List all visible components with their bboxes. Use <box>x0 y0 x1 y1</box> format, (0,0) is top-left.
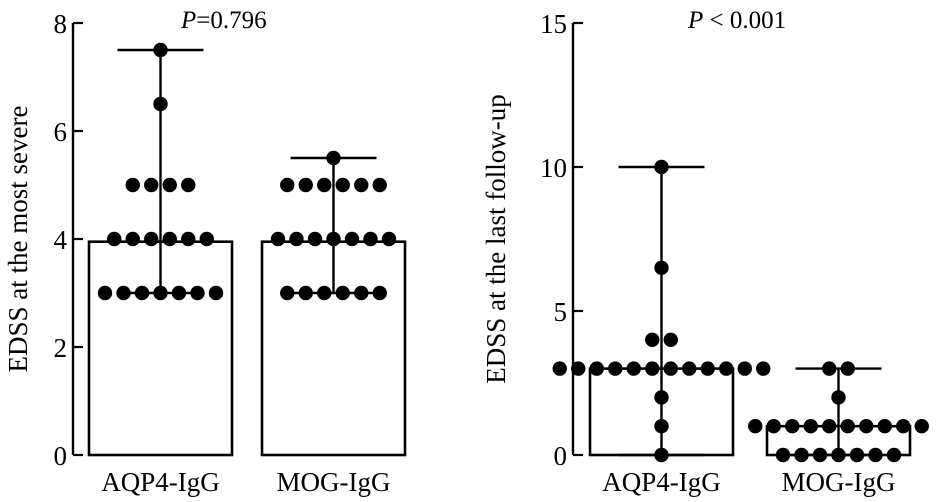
y-tick-label: 2 <box>54 333 68 363</box>
chart-panel-2: 0 5 10 15 EDSS at the last follow-up P < 0.00… <box>481 7 929 497</box>
y-axis-label: EDSS at the last follow-up <box>481 94 511 383</box>
x-category-label: AQP4-IgG <box>101 467 220 497</box>
data-point <box>171 285 187 301</box>
data-point <box>372 177 387 193</box>
data-point <box>737 361 752 376</box>
data-point <box>298 177 313 193</box>
data-point <box>153 42 168 58</box>
data-point <box>116 285 131 301</box>
data-point <box>307 231 323 247</box>
data-point <box>831 390 846 405</box>
chart-panel-1: 0 2 4 6 8 EDSS at the most severe P=0.796 AQP4-… <box>3 7 407 497</box>
data-point <box>849 447 865 463</box>
y-axis-label: EDSS at the most severe <box>3 106 33 373</box>
data-point <box>363 231 378 247</box>
data-point <box>153 285 168 301</box>
data-point <box>144 177 159 193</box>
data-point <box>914 419 929 434</box>
p-value-annotation: P < 0.001 <box>687 7 786 34</box>
data-point <box>785 419 800 434</box>
y-tick-label: 15 <box>540 9 567 39</box>
data-point <box>270 231 286 247</box>
data-point <box>766 419 781 434</box>
data-point <box>153 96 168 112</box>
data-point <box>162 177 177 193</box>
data-point <box>552 361 567 376</box>
x-category-label: MOG-IgG <box>277 467 391 497</box>
p-value-annotation: P=0.796 <box>180 7 267 34</box>
data-point <box>335 285 350 301</box>
data-point <box>719 361 734 376</box>
data-point <box>822 361 837 376</box>
data-point <box>354 177 369 193</box>
data-point <box>344 231 360 247</box>
data-point <box>831 447 846 463</box>
data-point <box>877 419 892 434</box>
data-point <box>280 285 295 301</box>
x-category-label: MOG-IgG <box>782 467 896 497</box>
data-point <box>97 285 113 301</box>
data-point <box>125 231 140 247</box>
data-point <box>626 361 641 376</box>
data-point <box>181 177 196 193</box>
data-point <box>162 231 177 247</box>
data-point <box>840 419 855 434</box>
data-point <box>589 361 604 376</box>
data-point <box>190 285 205 301</box>
data-point <box>663 361 678 376</box>
y-tick-label: 10 <box>540 153 567 183</box>
data-point <box>840 361 855 376</box>
data-point <box>298 285 313 301</box>
data-point <box>654 419 669 434</box>
data-point <box>208 285 224 301</box>
data-point <box>812 447 828 463</box>
data-point <box>317 285 332 301</box>
y-tick-label: 0 <box>54 441 68 471</box>
data-point <box>134 285 150 301</box>
y-tick-label: 8 <box>54 9 68 39</box>
data-point <box>886 447 902 463</box>
data-point <box>125 177 140 193</box>
y-tick-label: 4 <box>54 225 68 255</box>
data-point <box>654 390 669 405</box>
data-point <box>654 260 669 275</box>
data-point <box>144 231 159 247</box>
data-point <box>326 150 341 166</box>
data-point <box>608 361 623 376</box>
data-point <box>896 419 911 434</box>
data-point <box>199 231 214 247</box>
data-point <box>107 231 122 247</box>
data-point <box>372 285 387 301</box>
data-point <box>381 231 397 247</box>
data-point <box>654 159 669 175</box>
data-point <box>822 419 837 434</box>
data-point <box>748 419 763 434</box>
data-point <box>354 285 369 301</box>
data-point <box>756 361 771 376</box>
data-point <box>317 177 332 193</box>
data-point <box>326 231 341 247</box>
data-point <box>335 177 350 193</box>
data-point <box>859 419 874 434</box>
data-point <box>280 177 295 193</box>
x-category-label: AQP4-IgG <box>602 467 721 497</box>
data-point <box>645 361 660 376</box>
data-point <box>571 361 586 376</box>
y-tick-label: 0 <box>554 441 568 471</box>
y-tick-label: 6 <box>54 117 68 147</box>
data-point <box>654 447 669 463</box>
data-point <box>663 332 678 347</box>
data-point <box>794 447 809 463</box>
y-tick-label: 5 <box>554 297 568 327</box>
data-point <box>803 419 818 434</box>
data-point <box>700 361 715 376</box>
data-point <box>775 447 791 463</box>
data-point <box>645 332 660 347</box>
data-point <box>181 231 196 247</box>
data-point <box>868 447 883 463</box>
data-point <box>289 231 304 247</box>
data-point <box>682 361 697 376</box>
